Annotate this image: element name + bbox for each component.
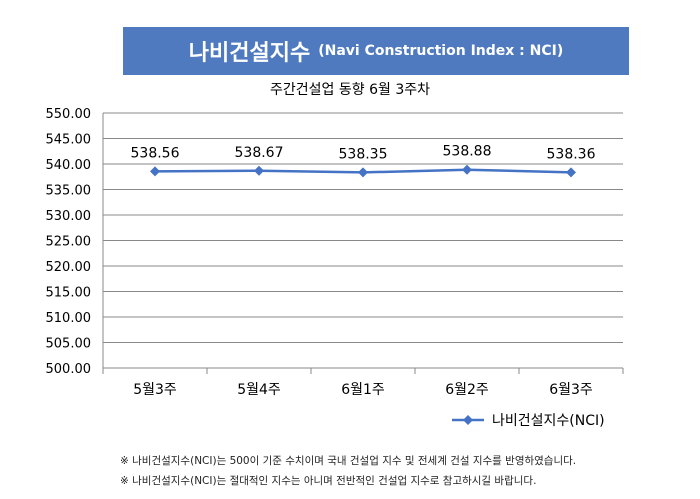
data-label: 538.67 xyxy=(235,145,284,161)
x-tick-label: 5월3주 xyxy=(133,382,177,398)
y-tick-label: 540.00 xyxy=(46,158,92,173)
footnote-1: ※ 나비건설지수(NCI)는 500이 기준 수치이며 국내 건설업 지수 및 … xyxy=(120,455,577,467)
data-point xyxy=(254,165,264,176)
data-label: 538.88 xyxy=(443,144,492,160)
data-point xyxy=(358,167,368,178)
legend-label: 나비건설지수(NCI) xyxy=(492,413,605,429)
x-tick-label: 6월3주 xyxy=(549,382,593,398)
y-tick-label: 530.00 xyxy=(46,209,92,224)
data-label: 538.36 xyxy=(547,146,596,162)
data-point xyxy=(566,167,576,178)
y-tick-label: 545.00 xyxy=(46,133,92,148)
banner-title: 나비건설지수 xyxy=(188,41,311,66)
chart-title: 주간건설업 동향 6월 3주차 xyxy=(270,82,430,98)
y-tick-label: 535.00 xyxy=(46,184,92,199)
y-tick-label: 515.00 xyxy=(46,286,92,301)
y-tick-label: 520.00 xyxy=(46,260,92,275)
x-tick-label: 5월4주 xyxy=(237,382,281,398)
footnote-2: ※ 나비건설지수(NCI)는 절대적인 지수는 아니며 전반적인 건설업 지수로… xyxy=(120,475,537,487)
legend: 나비건설지수(NCI) xyxy=(450,410,605,430)
y-tick-label: 505.00 xyxy=(46,337,92,352)
x-tick-label: 6월1주 xyxy=(341,382,385,398)
y-tick-label: 550.00 xyxy=(46,107,92,122)
title-banner: 나비건설지수 (Navi Construction Index : NCI) xyxy=(123,27,629,75)
x-tick-label: 6월2주 xyxy=(445,382,489,398)
data-point xyxy=(462,164,472,175)
y-tick-label: 525.00 xyxy=(46,235,92,250)
data-label: 538.56 xyxy=(131,145,180,161)
banner-subtitle: (Navi Construction Index : NCI) xyxy=(318,43,564,59)
data-label: 538.35 xyxy=(339,146,388,162)
legend-marker-icon xyxy=(452,415,484,425)
data-point xyxy=(150,166,160,177)
y-tick-label: 510.00 xyxy=(46,311,92,326)
y-tick-label: 500.00 xyxy=(46,362,92,377)
footnotes: ※ 나비건설지수(NCI)는 500이 기준 수치이며 국내 건설업 지수 및 … xyxy=(120,451,576,491)
